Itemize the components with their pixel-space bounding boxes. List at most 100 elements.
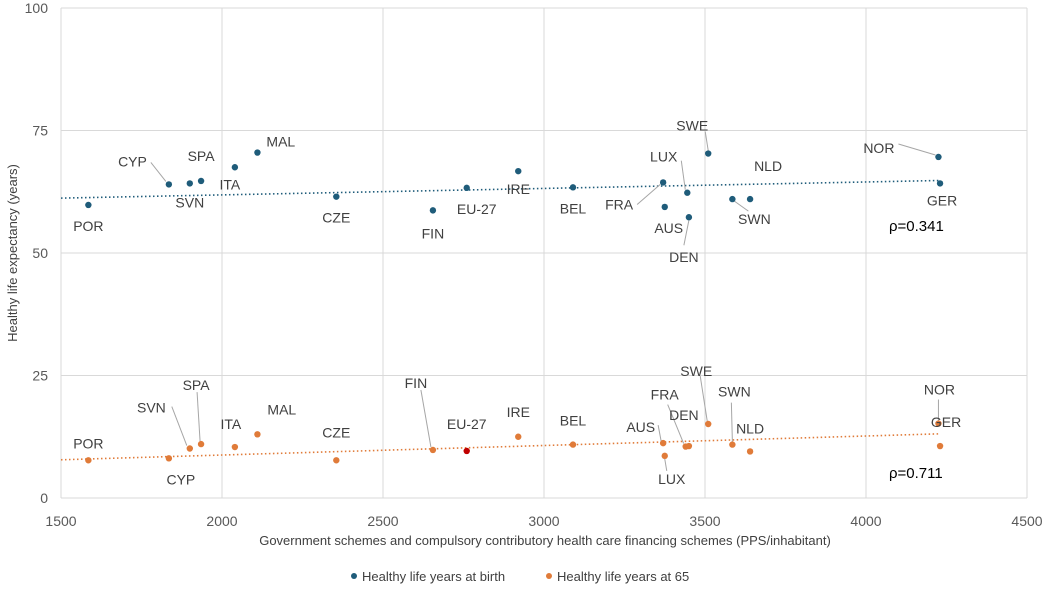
point-label-ger: GER xyxy=(931,414,961,430)
data-point-fin xyxy=(429,446,437,454)
point-label-ger: GER xyxy=(927,192,957,208)
leader-line-cyp xyxy=(150,162,167,182)
point-label-mal: MAL xyxy=(266,134,295,150)
data-point-mal xyxy=(254,149,261,156)
point-label-nld: NLD xyxy=(736,420,764,436)
data-point-bel xyxy=(569,441,577,448)
data-point-eu-27 xyxy=(463,184,470,192)
data-point-spa xyxy=(197,177,205,185)
leader-line-fra xyxy=(636,184,661,205)
point-label-ita: ITA xyxy=(221,416,242,432)
data-point-svn xyxy=(186,180,193,187)
data-point-ger xyxy=(936,442,944,450)
point-label-aus: AUS xyxy=(626,419,655,435)
legend-label-65: Healthy life years at 65 xyxy=(557,569,689,584)
point-label-swn: SWN xyxy=(738,211,771,227)
point-label-nor: NOR xyxy=(924,382,955,398)
x-tick-label: 2000 xyxy=(206,513,237,529)
point-label-cyp: CYP xyxy=(118,153,147,169)
correlation-65: ρ=0.711 xyxy=(889,465,943,482)
x-tick-label: 3000 xyxy=(528,513,559,529)
data-point-por xyxy=(85,201,92,209)
point-label-fin: FIN xyxy=(422,225,445,241)
leader-line-swn xyxy=(730,402,733,442)
point-label-lux: LUX xyxy=(658,471,686,487)
x-tick-label: 4500 xyxy=(1011,513,1042,529)
data-point-aus xyxy=(659,439,667,447)
legend-marker-65 xyxy=(546,573,552,579)
point-label-ire: IRE xyxy=(507,181,530,197)
leader-line-swn xyxy=(734,200,749,212)
point-label-nld: NLD xyxy=(754,158,782,174)
data-points xyxy=(85,149,944,464)
x-tick-label: 2500 xyxy=(367,513,398,529)
point-label-swn: SWN xyxy=(718,384,751,400)
point-label-fra: FRA xyxy=(605,196,634,212)
tick-labels: 1500 2000 2500 3000 3500 4000 4500 0 25 50 75 100 xyxy=(25,0,1043,529)
data-point-nld xyxy=(746,448,754,455)
x-tick-label: 3500 xyxy=(689,513,720,529)
point-label-aus: AUS xyxy=(654,220,683,236)
correlation-birth: ρ=0.341 xyxy=(889,218,944,235)
point-label-ita: ITA xyxy=(220,176,241,192)
point-label-cyp: CYP xyxy=(166,471,195,487)
data-point-mal xyxy=(254,431,261,438)
data-point-nld xyxy=(746,195,754,203)
point-label-swe: SWE xyxy=(676,118,708,134)
data-point-cyp xyxy=(165,181,173,188)
data-point-den xyxy=(685,442,693,450)
leader-line-aus xyxy=(657,425,662,442)
trendline-0 xyxy=(60,179,941,199)
leader-line-swe xyxy=(704,131,709,151)
data-point-cyp xyxy=(165,455,173,462)
data-point-lux xyxy=(684,189,691,196)
leader-line-nor xyxy=(898,143,936,156)
x-axis-title: Government schemes and compulsory contri… xyxy=(259,533,831,548)
data-point-eu-27 xyxy=(463,447,470,455)
point-label-bel: BEL xyxy=(560,413,587,429)
leader-line-fin xyxy=(420,389,432,448)
point-label-por: POR xyxy=(73,435,103,451)
data-point-ire xyxy=(515,433,522,440)
data-point-cze xyxy=(333,193,340,200)
data-point-fra xyxy=(659,179,667,186)
point-label-cze: CZE xyxy=(322,424,350,440)
point-label-mal: MAL xyxy=(267,401,296,417)
leader-line-svn xyxy=(171,406,188,446)
leader-line-lux xyxy=(680,160,686,190)
x-tick-label: 4000 xyxy=(850,513,881,529)
leader-lines xyxy=(150,131,939,471)
point-label-nor: NOR xyxy=(863,140,894,156)
leader-line-lux xyxy=(664,458,668,471)
data-point-ita xyxy=(231,164,239,171)
y-tick-label: 75 xyxy=(32,123,48,139)
data-point-cze xyxy=(333,457,340,464)
data-point-ire xyxy=(515,167,522,175)
leader-line-swe xyxy=(699,375,708,422)
data-point-swe xyxy=(705,420,712,428)
point-label-svn: SVN xyxy=(137,400,166,416)
legend-label-birth: Healthy life years at birth xyxy=(362,569,505,584)
point-label-den: DEN xyxy=(669,249,699,265)
trendlines xyxy=(60,179,941,461)
data-point-swn xyxy=(729,195,736,203)
data-point-spa xyxy=(197,440,205,448)
point-label-den: DEN xyxy=(669,407,699,423)
point-label-svn: SVN xyxy=(175,194,204,210)
data-point-svn xyxy=(186,445,193,452)
data-point-den xyxy=(685,214,693,221)
leader-line-den xyxy=(683,220,690,246)
data-point-swn xyxy=(729,441,736,448)
data-point-bel xyxy=(569,184,577,191)
point-label-bel: BEL xyxy=(560,200,587,216)
y-tick-label: 100 xyxy=(25,0,49,16)
data-point-ger xyxy=(936,180,944,187)
legend: Healthy life years at birth Healthy life… xyxy=(351,569,689,584)
point-label-eu-27: EU-27 xyxy=(447,416,487,432)
legend-marker-birth xyxy=(351,573,357,579)
data-point-swe xyxy=(705,150,712,157)
point-label-spa: SPA xyxy=(188,148,216,164)
point-label-fra: FRA xyxy=(651,387,680,403)
point-label-por: POR xyxy=(73,218,103,234)
